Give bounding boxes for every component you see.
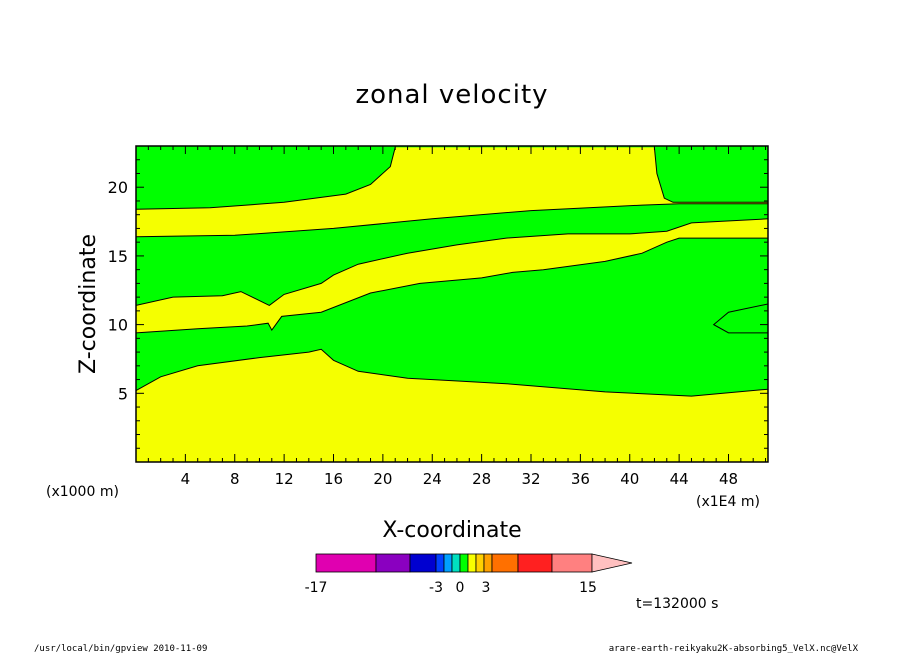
x-tick-label: 48 xyxy=(719,470,738,488)
contour-line-boundary-5 xyxy=(136,147,396,210)
contour-line-boundary-6 xyxy=(653,147,768,203)
colorbar-tick-label: 3 xyxy=(482,580,491,596)
colorbar-segment xyxy=(443,553,453,573)
colorbar-segment xyxy=(467,553,477,573)
x-axis: 4 8 12 16 20 24 28 32 36 40 44 48 xyxy=(147,146,767,488)
x-tick-label: 28 xyxy=(472,470,491,488)
x-scale-label: (x1E4 m) xyxy=(696,494,760,510)
colorbar-segment xyxy=(459,553,469,573)
contour-lines xyxy=(136,147,768,397)
colorbar-segment xyxy=(375,553,411,573)
x-tick-label: 20 xyxy=(373,470,392,488)
y-tick-label: 15 xyxy=(108,247,128,266)
contour-line-boundary-3 xyxy=(136,218,768,306)
colorbar-tick-label: 15 xyxy=(579,580,597,596)
time-label: t=132000 s xyxy=(636,596,718,612)
contour-tongue xyxy=(713,304,768,333)
colorbar-extend-arrow xyxy=(591,553,633,573)
x-tick-label: 8 xyxy=(230,470,240,488)
colorbar xyxy=(315,553,633,573)
x-axis-label: X-coordinate xyxy=(382,518,521,543)
y-tick-label: 5 xyxy=(118,384,128,403)
contour-line-boundary-4 xyxy=(136,203,768,238)
x-tick-label: 24 xyxy=(423,470,442,488)
colorbar-tick-label: -17 xyxy=(305,580,328,596)
contour-fills xyxy=(136,147,768,462)
colorbar-segment xyxy=(551,553,593,573)
y-axis: 5 10 15 20 xyxy=(108,159,768,449)
colorbar-segment xyxy=(483,553,493,573)
x-tick-label: 44 xyxy=(670,470,689,488)
y-tick-label: 20 xyxy=(108,178,128,197)
colorbar-segment xyxy=(475,553,485,573)
colorbar-segment xyxy=(409,553,437,573)
contour-line-boundary-1 xyxy=(136,348,768,397)
chart-title: zonal velocity xyxy=(355,80,548,110)
colorbar-segment xyxy=(315,553,377,573)
contour-band-upper xyxy=(136,147,768,237)
y-tick-label: 10 xyxy=(108,316,128,335)
plot-frame xyxy=(135,145,769,463)
x-tick-label: 32 xyxy=(521,470,540,488)
footer-left: /usr/local/bin/gpview 2010-11-09 xyxy=(34,644,207,654)
colorbar-tick-label: 0 xyxy=(456,580,465,596)
colorbar-tick-label: -3 xyxy=(429,580,443,596)
footer-right: arare-earth-reikyaku2K-absorbing5_VelX.n… xyxy=(609,644,859,654)
colorbar-segment xyxy=(491,553,519,573)
x-tick-label: 12 xyxy=(275,470,294,488)
x-tick-label: 36 xyxy=(571,470,590,488)
x-tick-label: 40 xyxy=(620,470,639,488)
colorbar-segment xyxy=(451,553,461,573)
x-tick-label: 16 xyxy=(324,470,343,488)
contour-line-tongue xyxy=(712,303,768,334)
colorbar-segment xyxy=(435,553,445,573)
contour-band-low xyxy=(136,349,768,462)
x-unit-label: (x1000 m) xyxy=(46,484,119,500)
y-axis-label: Z-coordinate xyxy=(76,234,101,374)
contour-band-mid xyxy=(136,218,768,333)
x-tick-label: 4 xyxy=(181,470,191,488)
colorbar-ticks: -17 -3 0 3 15 xyxy=(305,580,597,596)
contour-line-boundary-2 xyxy=(136,237,768,334)
colorbar-segment xyxy=(517,553,553,573)
